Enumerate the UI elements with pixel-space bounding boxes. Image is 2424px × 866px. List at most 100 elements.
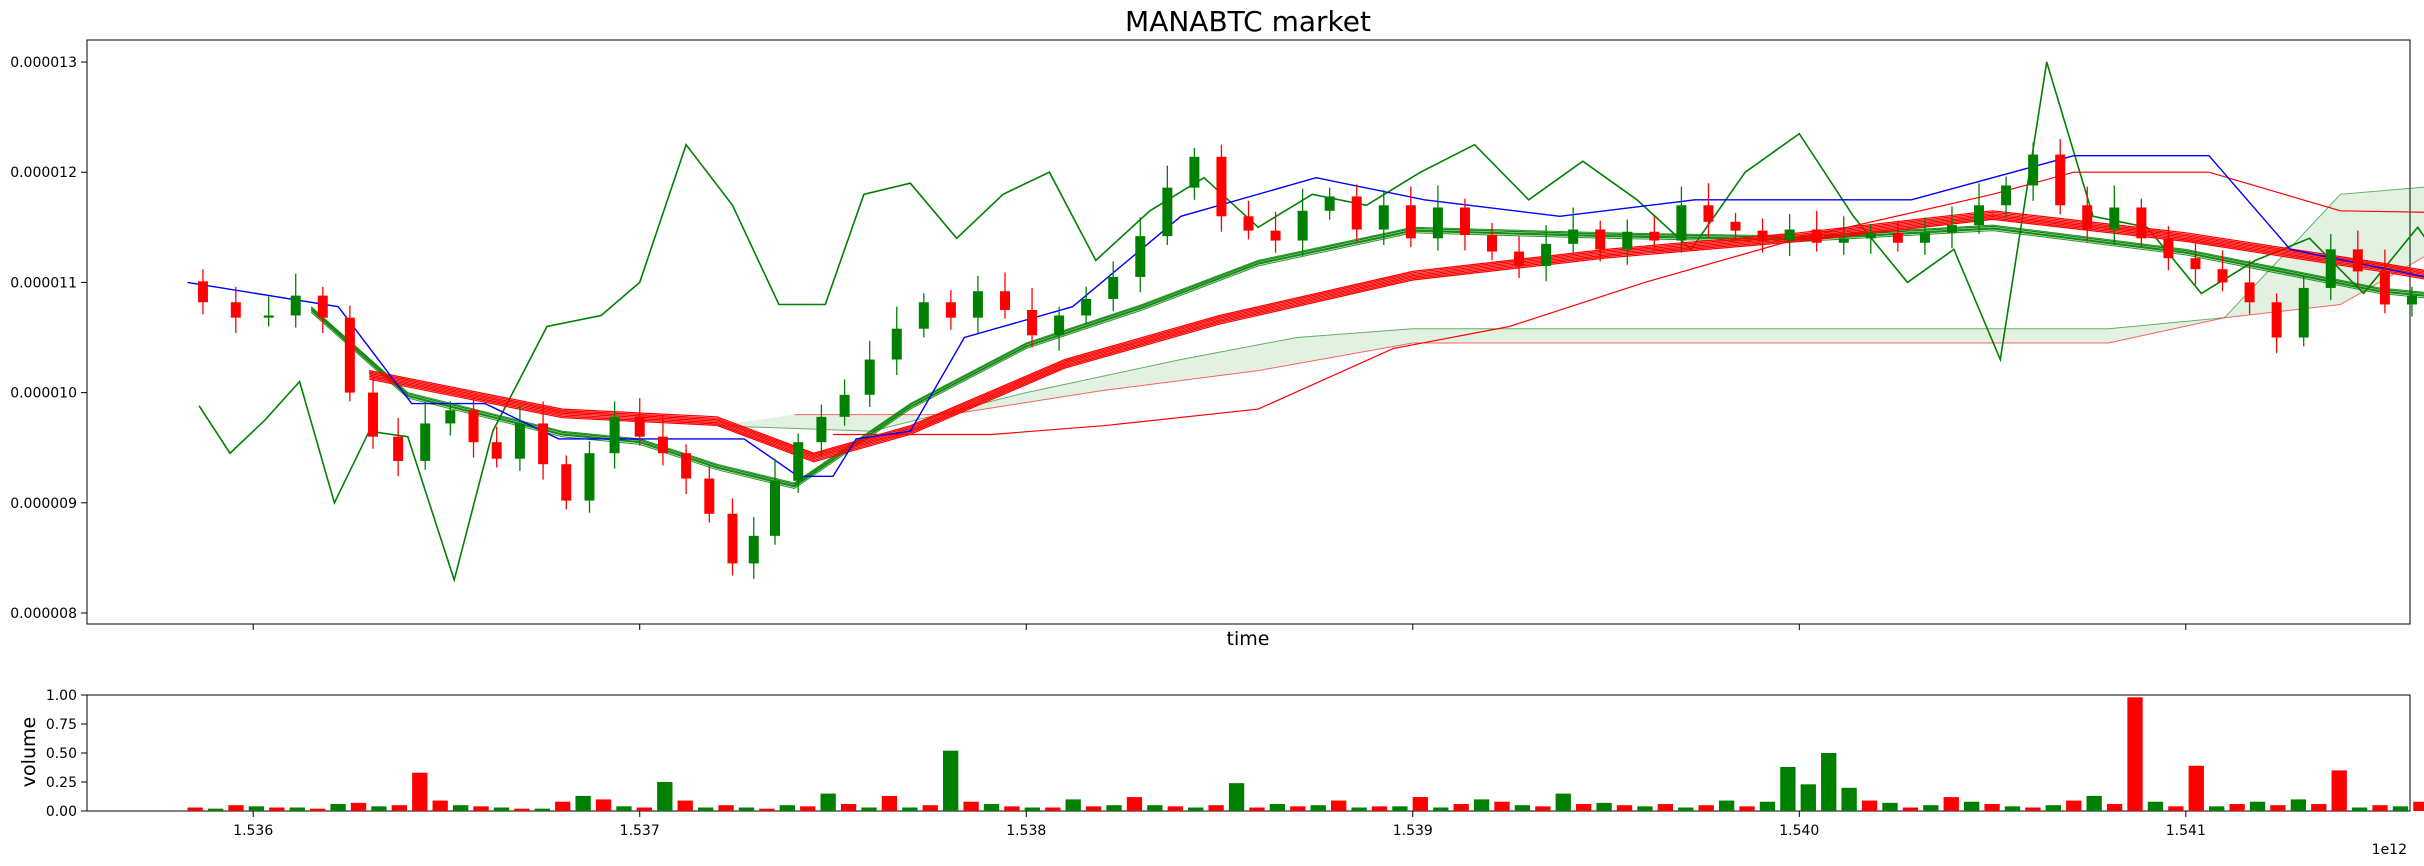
volume-bar bbox=[249, 806, 264, 811]
candle-up bbox=[1568, 230, 1578, 244]
volume-y-tick-label: 0.50 bbox=[46, 746, 77, 762]
candle-down bbox=[231, 302, 241, 317]
candle-up bbox=[445, 410, 455, 423]
candle-up bbox=[840, 395, 850, 417]
volume-y-tick-label: 0.25 bbox=[46, 775, 77, 791]
candle-down bbox=[1406, 205, 1416, 238]
volume-bar bbox=[1392, 806, 1407, 811]
candle-up bbox=[2299, 288, 2309, 338]
candle-down bbox=[1000, 291, 1010, 310]
volume-bar bbox=[1903, 808, 1918, 811]
volume-y-tick-label: 1.00 bbox=[46, 688, 77, 704]
candle-up bbox=[1920, 233, 1930, 243]
volume-bar bbox=[1086, 806, 1101, 811]
candle-up bbox=[1108, 277, 1118, 299]
volume-bar bbox=[800, 806, 815, 811]
volume-bar bbox=[535, 809, 550, 811]
volume-bar bbox=[1433, 808, 1448, 811]
volume-bar bbox=[1984, 804, 1999, 811]
candle-down bbox=[492, 442, 502, 459]
x-axis-offset-label: 1e12 bbox=[2372, 842, 2407, 858]
volume-bar bbox=[310, 809, 325, 811]
volume-bar bbox=[1678, 808, 1693, 811]
candle-down bbox=[345, 318, 355, 393]
candle-down bbox=[1460, 207, 1470, 235]
candle-down bbox=[368, 393, 378, 437]
volume-bar bbox=[1801, 784, 1816, 811]
volume-bar bbox=[821, 794, 836, 811]
candle-up bbox=[973, 291, 983, 317]
candle-up bbox=[1622, 232, 1632, 250]
volume-bar bbox=[1066, 799, 1081, 811]
volume-bar bbox=[1147, 805, 1162, 811]
volume-bar bbox=[269, 808, 284, 811]
candle-up bbox=[1947, 225, 1957, 233]
candle-up bbox=[584, 453, 594, 500]
volume-bar bbox=[1351, 808, 1366, 811]
volume-y-tick-label: 0.75 bbox=[46, 717, 77, 733]
candle-up bbox=[264, 315, 274, 317]
volume-bar bbox=[1004, 806, 1019, 811]
candle-down bbox=[681, 453, 691, 478]
volume-bar bbox=[739, 808, 754, 811]
volume-bar bbox=[575, 796, 590, 811]
candle-up bbox=[770, 481, 780, 536]
volume-bar bbox=[2025, 808, 2040, 811]
volume-bar bbox=[1127, 797, 1142, 811]
volume-bar bbox=[1699, 805, 1714, 811]
volume-bar bbox=[1780, 767, 1795, 811]
volume-bar bbox=[1372, 806, 1387, 811]
candle-up bbox=[2326, 249, 2336, 288]
volume-bar bbox=[1637, 806, 1652, 811]
volume-bar bbox=[371, 806, 386, 811]
volume-bar bbox=[1882, 803, 1897, 811]
candle-up bbox=[1081, 299, 1091, 316]
price-y-tick-label: 0.000010 bbox=[10, 386, 77, 402]
volume-bar bbox=[2005, 806, 2020, 811]
candle-down bbox=[1595, 230, 1605, 250]
price-y-tick-label: 0.000013 bbox=[10, 55, 77, 71]
price-y-tick-label: 0.000011 bbox=[10, 275, 77, 291]
candle-down bbox=[2272, 302, 2282, 337]
volume-bar bbox=[1494, 802, 1509, 811]
volume-bar bbox=[330, 804, 345, 811]
candle-down bbox=[727, 514, 737, 564]
candle-up bbox=[793, 442, 803, 481]
volume-bar bbox=[1944, 797, 1959, 811]
volume-bar bbox=[678, 801, 693, 811]
volume-bar bbox=[433, 801, 448, 811]
volume-bar bbox=[1208, 805, 1223, 811]
candle-down bbox=[2190, 258, 2200, 269]
candle-up bbox=[2109, 207, 2119, 229]
candle-down bbox=[538, 423, 548, 464]
volume-bar bbox=[2189, 766, 2204, 811]
candle-up bbox=[1162, 188, 1172, 236]
candle-down bbox=[1812, 230, 1822, 243]
volume-y-tick-label: 0.00 bbox=[46, 804, 77, 820]
volume-bar bbox=[2352, 808, 2367, 811]
volume-bar bbox=[1270, 804, 1285, 811]
candle-up bbox=[2407, 296, 2417, 305]
volume-bar bbox=[1106, 805, 1121, 811]
candle-down bbox=[2082, 205, 2092, 229]
volume-bar bbox=[1331, 801, 1346, 811]
volume-bar bbox=[1923, 805, 1938, 811]
candle-up bbox=[2028, 155, 2038, 186]
candle-down bbox=[946, 302, 956, 317]
volume-bar bbox=[453, 805, 468, 811]
candle-up bbox=[1054, 315, 1064, 335]
volume-x-tick-label: 1.538 bbox=[1006, 823, 1046, 839]
candle-down bbox=[1514, 252, 1524, 266]
volume-bar bbox=[2393, 806, 2408, 811]
candle-down bbox=[1731, 222, 1741, 231]
candle-down bbox=[1244, 216, 1254, 230]
candle-down bbox=[318, 296, 328, 318]
candle-down bbox=[635, 417, 645, 437]
candle-down bbox=[393, 437, 403, 461]
volume-bar bbox=[1596, 803, 1611, 811]
volume-bar bbox=[1821, 753, 1836, 811]
volume-bar bbox=[1515, 805, 1530, 811]
volume-bar bbox=[1474, 799, 1489, 811]
